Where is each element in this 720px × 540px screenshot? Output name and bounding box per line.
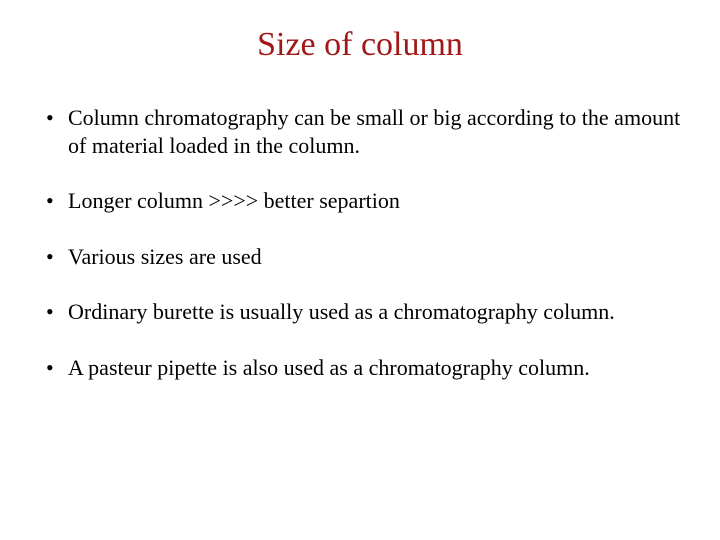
list-item: A pasteur pipette is also used as a chro… (40, 354, 690, 382)
list-item: Ordinary burette is usually used as a ch… (40, 298, 690, 326)
list-item: Longer column >>>> better separtion (40, 187, 690, 215)
slide: Size of column Column chromatography can… (0, 0, 720, 540)
list-item: Column chromatography can be small or bi… (40, 104, 690, 159)
bullet-list: Column chromatography can be small or bi… (40, 104, 690, 381)
list-item: Various sizes are used (40, 243, 690, 271)
slide-title: Size of column (30, 26, 690, 64)
